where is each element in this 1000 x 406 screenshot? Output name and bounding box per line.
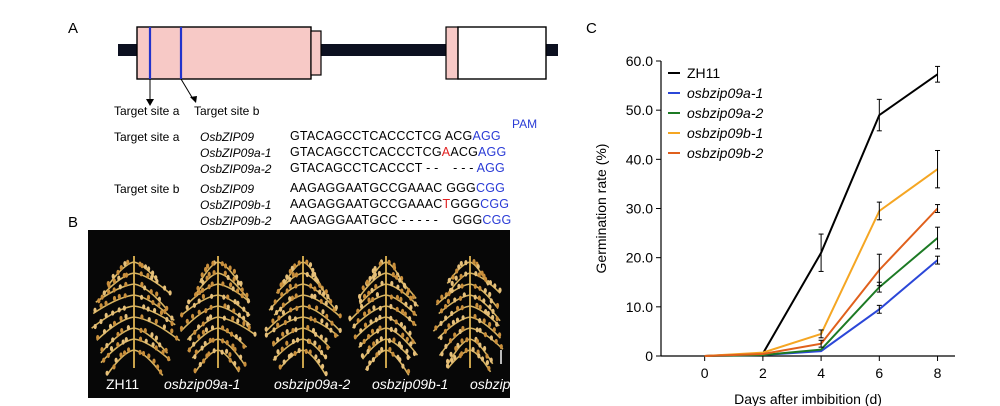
sequence-row: GTACAGCCTCACCCT - - - - - AGG (290, 161, 505, 175)
seq-pam: AGG (476, 161, 505, 175)
germination-chart: 0 10.0 20.0 30.0 40.0 50.0 60.0 0 2 4 6 8 Days after… (593, 53, 955, 406)
panel-letter-a: A (68, 20, 79, 37)
gene-name: OsbZIP09a-2 (200, 162, 272, 176)
x-tick-label: 0 (701, 365, 709, 381)
y-tick-label: 50.0 (626, 102, 653, 118)
panicle (91, 256, 181, 376)
gene-name: OsbZIP09b-1 (200, 198, 272, 212)
seq-pam: AGG (472, 129, 501, 143)
seq-tail: GGG (452, 213, 483, 227)
seq-pam: CGG (482, 213, 512, 227)
x-tick-label: 6 (875, 365, 883, 381)
arrow-b-head (190, 96, 197, 103)
photo-label-zh11: ZH11 (106, 376, 140, 392)
gene-name: OsbZIP09 (200, 182, 255, 196)
pam-label: PAM (512, 117, 538, 131)
seq-seq: GTACAGCCTCACCCTCG (290, 145, 442, 159)
seq-ins: A (441, 145, 451, 159)
seq-tail: GGG (446, 181, 476, 195)
panel-letter-c: C (586, 20, 597, 37)
y-axis-label: Germination rate (%) (593, 144, 609, 274)
seq-seq: GTACAGCCTCACCCT (290, 161, 423, 175)
seq-seq: AAGAGGAATGCCGAAAC (290, 181, 443, 195)
target-a-label: Target site a (114, 104, 180, 118)
seq-pam: CGG (480, 197, 510, 211)
panicle (264, 256, 342, 377)
seq-tail: GGG (450, 197, 481, 211)
seq-gap: - - - - - (422, 161, 477, 175)
seq-seq: GTACAGCCTCACCCTCG (290, 129, 442, 143)
exon-1 (136, 26, 312, 80)
seq-gap: - - - - - (397, 213, 453, 227)
sequence-row: GTACAGCCTCACCCTCG ACGAGG (290, 129, 501, 143)
exon-2 (310, 30, 322, 76)
seq-pam: CGG (475, 181, 506, 195)
gene-name: OsbZIP09b-2 (200, 214, 272, 228)
panicle (179, 256, 257, 374)
legend-label: osbzip09b-2 (687, 145, 763, 161)
site-b-label: Target site b (114, 182, 180, 196)
y-tick-label: 60.0 (626, 53, 653, 69)
photo-label-b1: osbzip09b-1 (372, 376, 449, 392)
gene-model (118, 26, 558, 106)
site-a-label: Target site a (114, 130, 180, 144)
seq-ins: T (442, 197, 451, 211)
seq-pam: AGG (478, 145, 507, 159)
sequence-row: GTACAGCCTCACCCTCGAACGAGG (290, 145, 506, 159)
panicle (432, 256, 504, 373)
photo-label-a1: osbzip09a-1 (164, 376, 241, 392)
x-axis-label: Days after imbibition (d) (734, 391, 882, 406)
x-tick-label: 4 (817, 365, 825, 381)
exon-3-utr (457, 26, 547, 80)
seq-tail: ACG (450, 145, 479, 159)
panel-letter-b: B (68, 214, 79, 231)
legend-label: ZH11 (687, 65, 720, 81)
seq-seq: AAGAGGAATGCCGAAAC (290, 197, 443, 211)
panicle-illustration (91, 256, 504, 377)
panicle (348, 256, 419, 376)
x-tick-label: 2 (759, 365, 767, 381)
sequence-row: AAGAGGAATGCCGAAAC GGGCGG (290, 181, 505, 195)
y-tick-label: 30.0 (626, 201, 653, 217)
y-tick-label: 10.0 (626, 299, 653, 315)
y-tick-label: 20.0 (626, 250, 653, 266)
arrow-b-line (180, 78, 194, 100)
sequence-row: AAGAGGAATGCC - - - - - GGGCGG (290, 213, 511, 227)
y-tick-label: 0 (645, 348, 653, 364)
exon-3-coding (445, 26, 459, 80)
x-tick-label: 8 (934, 365, 942, 381)
scale-bar (500, 350, 502, 364)
photo-label-a2: osbzip09a-2 (274, 376, 351, 392)
target-b-label: Target site b (194, 104, 260, 118)
legend-label: osbzip09a-2 (687, 105, 763, 121)
panicle-photo: ZH11 osbzip09a-1 osbzip09a-2 osbzip09b-1… (88, 230, 546, 398)
photo-label-b2: osbzip09b-2 (470, 376, 547, 392)
legend-label: osbzip09a-1 (687, 85, 763, 101)
y-tick-label: 40.0 (626, 151, 653, 167)
gene-name: OsbZIP09 (200, 130, 255, 144)
seq-tail: ACG (444, 129, 473, 143)
arrow-a-head (146, 99, 154, 106)
gene-name: OsbZIP09a-1 (200, 146, 272, 160)
seq-seq: AAGAGGAATGCC (290, 213, 398, 227)
sequence-row: AAGAGGAATGCCGAAACTGGGCGG (290, 197, 509, 211)
legend-label: osbzip09b-1 (687, 125, 763, 141)
